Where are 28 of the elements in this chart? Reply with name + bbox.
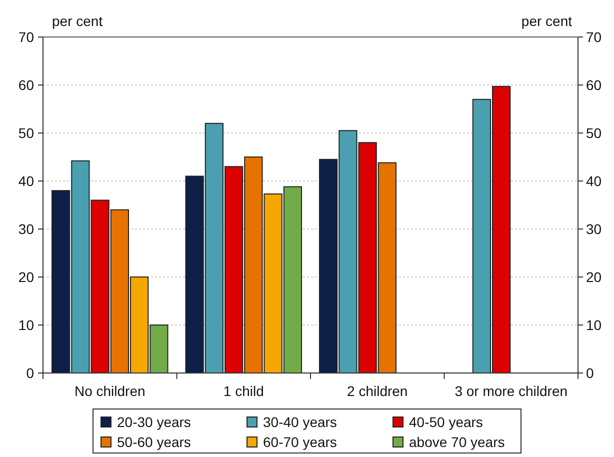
y2-tick-label: 60 [586,76,602,93]
y2-tick-label: 40 [586,172,602,189]
y2-tick-label: 50 [586,124,602,141]
y2-axis-title: per cent [521,13,572,29]
x-tick-label: No children [74,383,146,399]
x-tick-label: 3 or more children [454,383,568,399]
legend-label: 60-70 years [263,434,337,450]
y2-tick-label: 0 [586,364,594,381]
y2-tick-label: 10 [586,316,602,333]
y-tick-label: 20 [18,268,34,285]
x-tick-label: 2 children [347,383,408,399]
y2-tick-label: 20 [586,268,602,285]
legend-label: 50-60 years [117,434,191,450]
y-tick-label: 50 [18,124,34,141]
y-tick-label: 40 [18,172,34,189]
legend-label: above 70 years [409,434,505,450]
legend-label: 40-50 years [409,414,483,430]
y-tick-label: 70 [18,28,34,45]
y2-tick-label: 30 [586,220,602,237]
y-tick-label: 0 [26,364,34,381]
y-tick-label: 60 [18,76,34,93]
x-tick-label: 1 child [223,383,264,399]
y-axis-title: per cent [52,13,103,29]
legend-label: 20-30 years [117,414,191,430]
y-tick-label: 10 [18,316,34,333]
y2-tick-label: 70 [586,28,602,45]
y-tick-label: 30 [18,220,34,237]
legend-label: 30-40 years [263,414,337,430]
